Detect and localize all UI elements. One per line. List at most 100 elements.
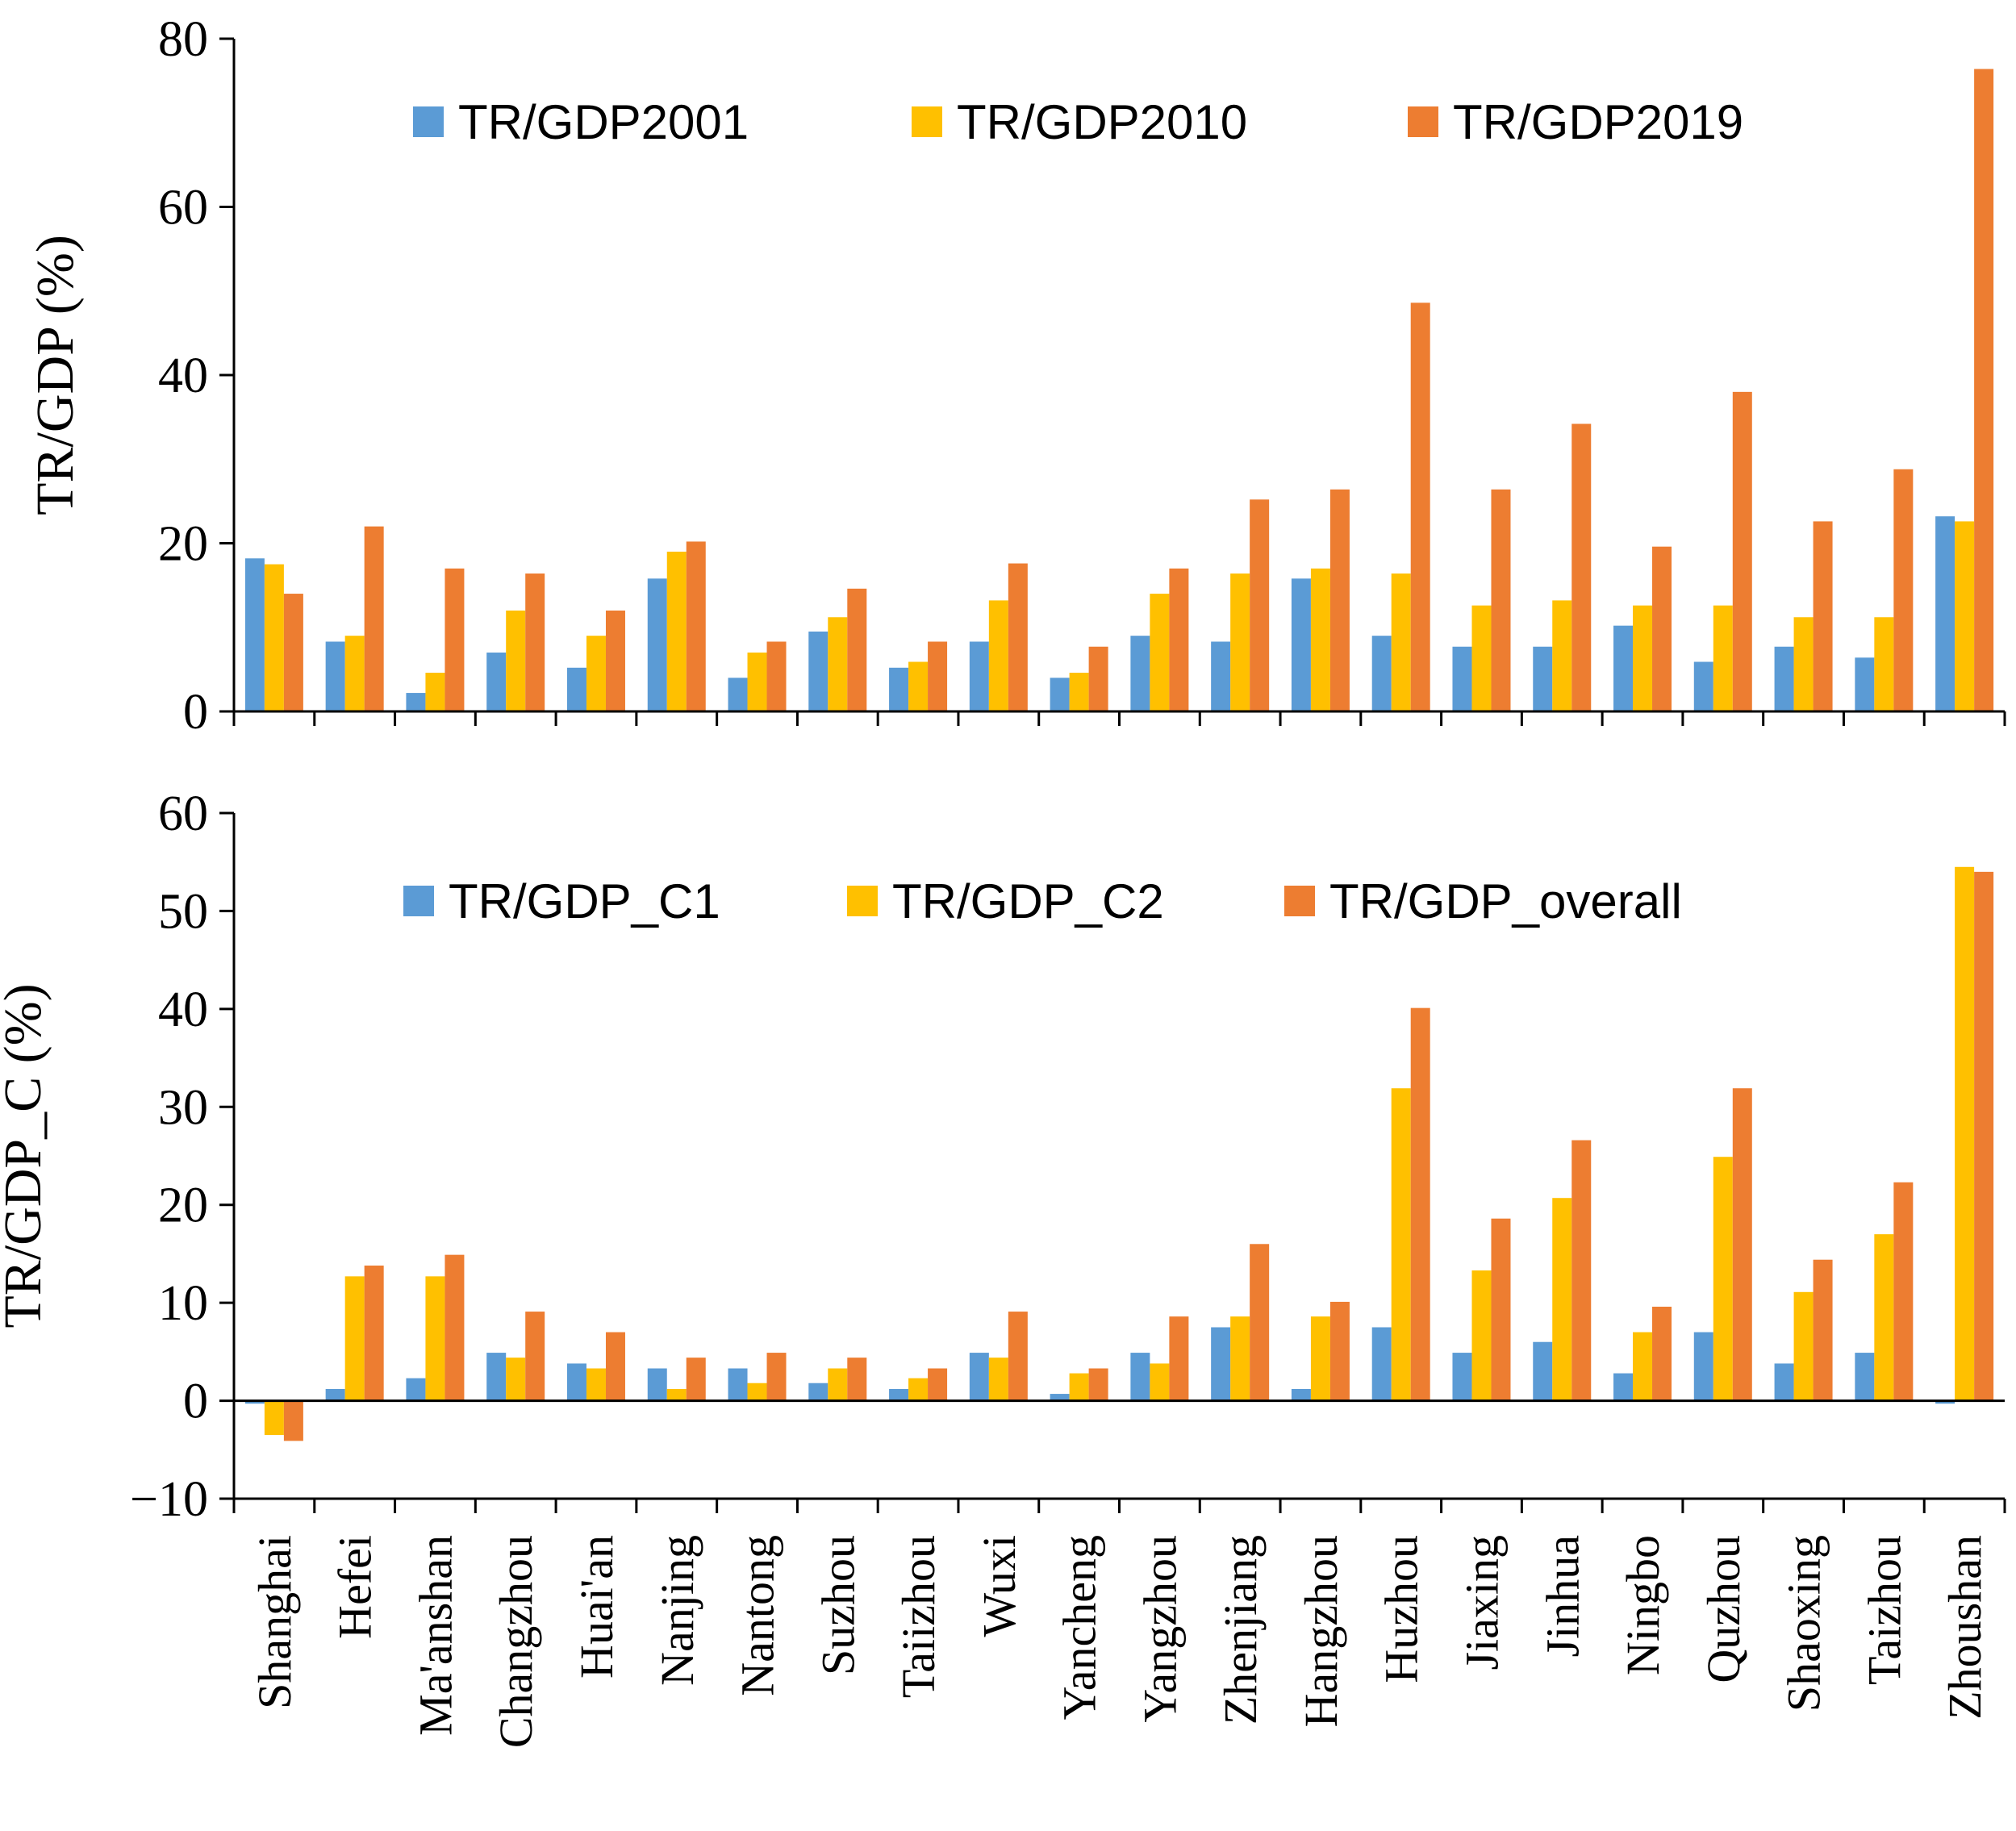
panel-2-bar-1 <box>728 1368 748 1401</box>
x-category-label: Hefei <box>329 1535 382 1639</box>
panel-1-bar-1 <box>1211 641 1231 711</box>
panel-2-legend-swatch <box>847 886 878 916</box>
panel-1-bar-1 <box>1533 646 1553 711</box>
panel-1-bar-3 <box>283 594 303 711</box>
panel-2-bar-1 <box>486 1353 507 1401</box>
panel-2-bar-3 <box>1410 1007 1430 1401</box>
panel-1-bar-1 <box>566 667 586 711</box>
panel-2-bar-3 <box>1571 1140 1592 1401</box>
panel-2-bar-3 <box>1088 1368 1108 1401</box>
panel-1-bar-2 <box>1955 521 1975 711</box>
x-category-label: Ma'anshan <box>409 1535 461 1736</box>
panel-1-bar-1 <box>406 693 426 711</box>
panel-2-bar-1 <box>566 1363 586 1401</box>
panel-1-legend-swatch <box>1408 106 1438 137</box>
panel-2-bar-1 <box>1452 1353 1472 1401</box>
panel-2-bar-1 <box>1533 1341 1553 1401</box>
panel-1-bar-2 <box>586 636 606 711</box>
panel-1-bar-2 <box>1150 594 1170 711</box>
panel-2-bar-1 <box>1211 1327 1231 1401</box>
panel-1-bar-2 <box>344 636 365 711</box>
panel-1-ytick-label: 60 <box>158 181 208 236</box>
panel-2-bar-3 <box>686 1358 706 1401</box>
panel-2-bar-2 <box>1793 1291 1814 1401</box>
panel-2-bar-3 <box>605 1332 625 1401</box>
panel-2-bar-1 <box>1371 1327 1392 1401</box>
panel-1-legend-swatch <box>912 106 942 137</box>
panel-2-bar-3 <box>1169 1316 1189 1401</box>
panel-1-bar-3 <box>847 588 867 711</box>
panel-2-bar-3 <box>766 1353 787 1401</box>
panel-2-bar-3 <box>1974 871 1994 1401</box>
panel-2-bar-3 <box>928 1368 948 1401</box>
panel-1-ytick-label: 0 <box>183 685 208 740</box>
panel-1-legend-swatch <box>413 106 444 137</box>
panel-2-bar-3 <box>525 1312 545 1401</box>
panel-2-bar-2 <box>586 1368 606 1401</box>
panel-2-ytick-label: 20 <box>158 1178 208 1233</box>
x-category-label: Jiaxing <box>1455 1535 1508 1670</box>
x-category-label: Nantong <box>732 1535 784 1696</box>
panel-1-bar-1 <box>1371 636 1392 711</box>
panel-1-bar-1 <box>889 667 909 711</box>
panel-1-bar-2 <box>264 564 284 711</box>
panel-1-bar-1 <box>1613 625 1634 711</box>
panel-2-bar-2 <box>666 1389 687 1401</box>
panel-2-ytick-label: 10 <box>158 1276 208 1331</box>
panel-1-bar-3 <box>605 610 625 711</box>
panel-2-ytick-label: 60 <box>158 786 208 841</box>
panel-2-bar-1 <box>406 1378 426 1401</box>
x-category-label: Yangzhou <box>1133 1535 1186 1723</box>
x-category-label: Huzhou <box>1375 1535 1428 1683</box>
panel-2-bar-2 <box>828 1368 848 1401</box>
panel-2-bar-1 <box>969 1353 989 1401</box>
panel-1-bar-3 <box>445 568 465 711</box>
panel-1-bar-2 <box>1793 617 1814 711</box>
panel-1-bar-1 <box>1855 657 1875 711</box>
panel-2-bar-1 <box>1855 1353 1875 1401</box>
panel-2-bar-2 <box>1310 1316 1330 1401</box>
panel-2-bar-2 <box>1552 1198 1572 1401</box>
x-category-label: Wuxi <box>973 1535 1025 1637</box>
panel-1-bar-2 <box>666 551 687 711</box>
panel-1-bar-3 <box>1088 646 1108 711</box>
panel-1-bar-1 <box>728 678 748 711</box>
panel-1-bar-3 <box>928 641 948 711</box>
x-category-label: Huai'an <box>570 1535 623 1679</box>
panel-1-bar-3 <box>1329 489 1350 711</box>
panel-1-bar-2 <box>908 661 929 711</box>
x-category-label: Taiizhou <box>892 1535 945 1698</box>
panel-2-bar-1 <box>244 1400 265 1404</box>
panel-2-legend-label: TR/GDP_overall <box>1329 874 1682 928</box>
panel-2-bar-1 <box>889 1389 909 1401</box>
panel-2-legend-swatch <box>1284 886 1315 916</box>
panel-1-bar-2 <box>1310 568 1330 711</box>
panel-1-bar-2 <box>1874 617 1894 711</box>
panel-2-bar-3 <box>1813 1259 1833 1401</box>
x-category-label: Hangzhou <box>1295 1535 1347 1727</box>
panel-2-bar-2 <box>1633 1332 1653 1401</box>
panel-1-bar-3 <box>525 573 545 711</box>
panel-1-ytick-label: 40 <box>158 348 208 403</box>
x-category-label: Changzhou <box>490 1535 542 1748</box>
panel-2-bar-1 <box>325 1389 345 1401</box>
panel-1-bar-2 <box>1069 673 1089 711</box>
panel-1-bar-3 <box>1652 546 1672 711</box>
panel-1-bar-2 <box>506 610 526 711</box>
panel-2-bar-2 <box>747 1383 767 1401</box>
panel-1-bar-3 <box>766 641 787 711</box>
panel-2-bar-2 <box>1874 1234 1894 1401</box>
panel-1-bar-1 <box>486 653 507 711</box>
panel-1-bar-2 <box>1552 600 1572 711</box>
panel-2-bar-2 <box>1713 1157 1733 1401</box>
panel-2-bar-3 <box>1652 1307 1672 1401</box>
panel-2-bar-2 <box>1471 1270 1492 1401</box>
panel-2-ytick-label: 50 <box>158 884 208 939</box>
x-category-label: Jinhua <box>1536 1535 1588 1657</box>
panel-2-bar-1 <box>1130 1353 1150 1401</box>
panel-1-ytick-label: 20 <box>158 517 208 572</box>
panel-2-bar-1 <box>1050 1394 1070 1401</box>
panel-2-bar-2 <box>1391 1088 1411 1401</box>
panel-2-ytick-label: 0 <box>183 1374 208 1429</box>
panel-2-bar-2 <box>344 1276 365 1401</box>
